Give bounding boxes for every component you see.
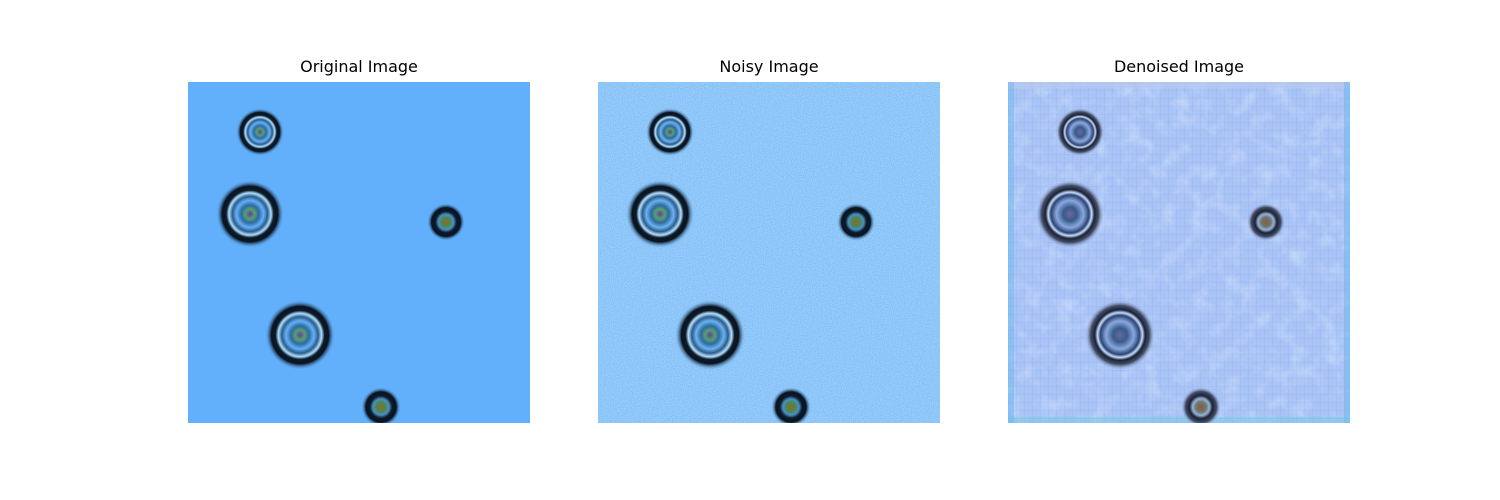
particle-ring	[1036, 180, 1104, 248]
original-image-title: Original Image	[188, 57, 530, 77]
particle-ring	[626, 180, 694, 248]
original-image	[188, 82, 530, 423]
particle-ring	[675, 300, 745, 370]
denoised-image-title: Denoised Image	[1008, 57, 1350, 77]
particle-ring	[216, 180, 284, 248]
edge-artifact-left	[1008, 82, 1014, 423]
edge-artifact-right	[1344, 82, 1350, 423]
particle-ring	[236, 108, 284, 156]
particle-ring	[427, 203, 465, 241]
particle-ring	[837, 203, 875, 241]
noisy-image-title: Noisy Image	[598, 57, 940, 77]
particle-ring	[1085, 300, 1155, 370]
noisy-image	[598, 82, 940, 423]
edge-artifact-top	[1008, 82, 1350, 88]
particle-ring	[646, 108, 694, 156]
particle-ring	[1247, 203, 1285, 241]
particle-ring	[265, 300, 335, 370]
denoised-image	[1008, 82, 1350, 423]
edge-artifact-bottom	[1008, 417, 1350, 423]
particle-ring	[1056, 108, 1104, 156]
